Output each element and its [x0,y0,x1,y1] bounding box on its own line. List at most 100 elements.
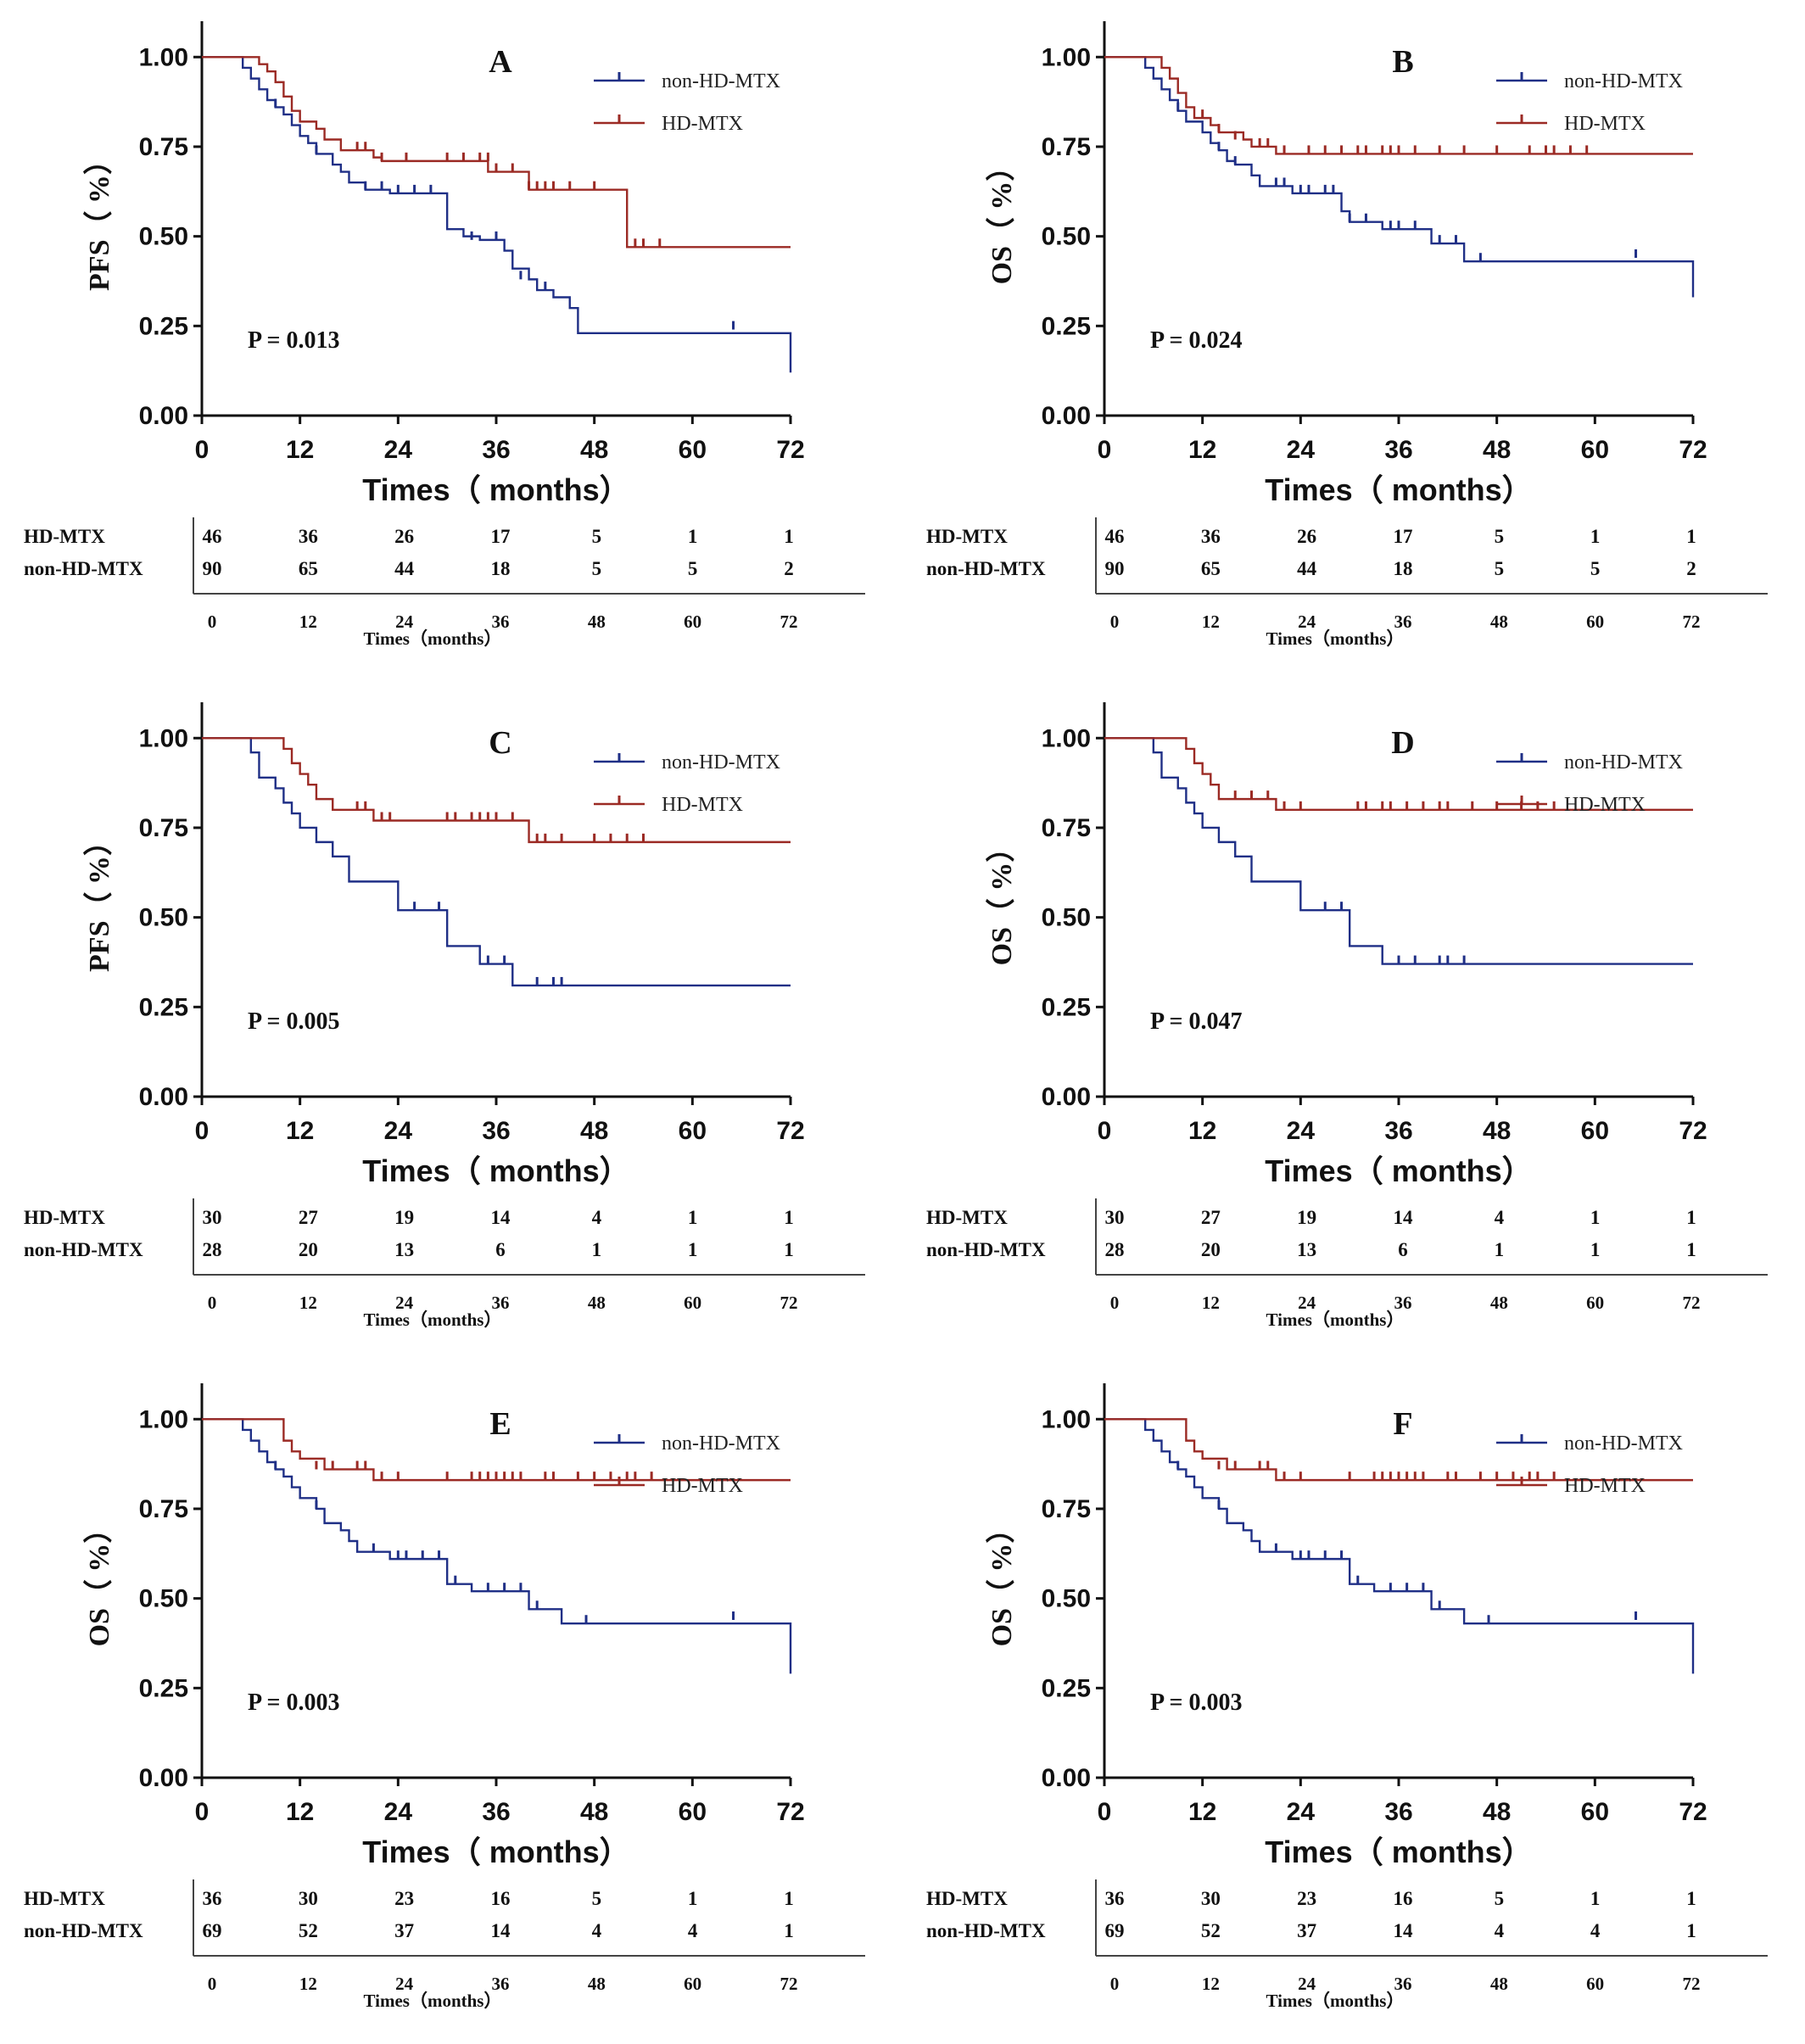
risk-time-label: 12 [299,1974,317,1994]
risk-count: 52 [1201,1920,1221,1941]
risk-count: 23 [394,1888,414,1909]
p-value-label: P = 0.024 [1150,327,1243,354]
y-tick-label: 1.00 [1042,1405,1091,1433]
y-axis-label: PFS（ %） [82,827,115,972]
risk-count: 14 [1394,1207,1414,1228]
x-tick-label: 12 [286,1117,314,1145]
risk-row-label: HD-MTX [24,1207,105,1228]
risk-row-label: HD-MTX [926,1207,1008,1228]
risk-time-label: 48 [1490,1974,1508,1994]
risk-time-label: 12 [1202,612,1220,632]
x-tick-label: 0 [1098,1798,1112,1826]
risk-count: 1 [1686,1920,1696,1941]
y-tick-label: 0.25 [1042,1674,1091,1702]
risk-count: 65 [299,558,318,579]
x-tick-label: 60 [1581,436,1609,464]
series-non-hd-mtx [1104,737,1693,965]
risk-time-label: 36 [492,1974,510,1994]
panel-letter: C [489,725,511,761]
p-value-label: P = 0.013 [248,327,340,354]
y-tick-label: 1.00 [139,1405,188,1433]
x-tick-label: 60 [1581,1798,1609,1826]
risk-count: 5 [1590,558,1601,579]
risk-row-label: non-HD-MTX [926,1920,1046,1941]
risk-count: 1 [1686,1207,1696,1228]
risk-count: 16 [1394,1888,1413,1909]
risk-count: 1 [1495,1239,1505,1260]
risk-count: 28 [203,1239,222,1260]
y-tick-label: 1.00 [139,43,188,71]
risk-count: 23 [1297,1888,1316,1909]
risk-count: 17 [491,526,511,547]
risk-time-label: 0 [208,1974,217,1994]
risk-count: 1 [1590,1207,1601,1228]
y-axis-label: OS（ %） [985,834,1018,966]
risk-count: 90 [203,558,222,579]
x-tick-label: 12 [286,436,314,464]
risk-time-label: 24 [395,612,414,632]
risk-count: 5 [688,558,698,579]
x-tick-label: 72 [776,1798,804,1826]
km-chart-svg: 0.000.250.500.751.000 12 24 36 48 60 72Times（ … [926,702,1768,1330]
x-tick-label: 72 [1679,1798,1707,1826]
km-chart-svg: 0.000.250.500.751.000 12 24 36 48 60 72Times（ … [926,21,1768,649]
panel-letter: B [1392,44,1413,80]
risk-time-label: 24 [1298,1974,1316,1994]
series-non-hd-mtx [202,737,791,987]
panel-letter: D [1391,725,1414,761]
km-panel-f: 0.00 0.25 0.50 0.75 1.00 0 12 24 36 48 60 72 Times（ … [902,1362,1805,2043]
risk-row-label: non-HD-MTX [24,1920,143,1941]
y-tick-label: 0.00 [139,1764,188,1792]
risk-row-label: HD-MTX [926,1888,1008,1909]
risk-count: 30 [1105,1207,1125,1228]
risk-time-label: 72 [780,612,798,632]
p-value-label: P = 0.047 [1150,1008,1243,1035]
risk-count: 18 [491,558,511,579]
km-panel-e: 0.00 0.25 0.50 0.75 1.00 0 12 24 36 48 60 72 Times（ … [0,1362,902,2043]
p-value-label: P = 0.003 [1150,1689,1243,1716]
legend-label: HD-MTX [662,113,743,135]
risk-time-label: 36 [1394,612,1412,632]
risk-time-label: 48 [1490,612,1508,632]
x-axis-label: Times（ months） [1265,1153,1532,1188]
x-axis-label: Times（ months） [362,1835,629,1869]
risk-count: 1 [688,1239,698,1260]
x-tick-label: 24 [1287,436,1316,464]
x-tick-label: 48 [1483,1798,1511,1826]
series-non-hd-mtx [202,1418,792,1674]
y-tick-label: 1.00 [139,724,188,752]
risk-time-label: 72 [1683,612,1701,632]
risk-count: 26 [394,526,414,547]
risk-time-label: 12 [1202,1293,1220,1313]
series-hd-mtx [1104,56,1693,155]
y-tick-label: 0.50 [139,1585,188,1613]
y-tick-label: 0.75 [1042,814,1091,842]
risk-count: 13 [1297,1239,1316,1260]
risk-count: 44 [394,558,415,579]
x-tick-label: 60 [1581,1117,1609,1145]
y-axis-label: OS（ %） [985,1515,1018,1647]
p-value-label: P = 0.005 [248,1008,340,1035]
risk-count: 44 [1297,558,1317,579]
y-tick-label: 0.75 [1042,1495,1091,1523]
risk-count: 27 [1201,1207,1221,1228]
legend-label: non-HD-MTX [1564,751,1683,773]
risk-count: 65 [1201,558,1221,579]
risk-count: 18 [1394,558,1413,579]
y-tick-label: 0.50 [139,223,188,251]
x-tick-label: 12 [286,1798,314,1826]
risk-table-xlabel: Times（months） [1266,628,1405,649]
risk-count: 5 [592,1888,602,1909]
risk-count: 4 [1590,1920,1601,1941]
x-tick-label: 72 [776,1117,804,1145]
risk-count: 5 [1495,526,1505,547]
x-tick-label: 36 [482,436,510,464]
risk-time-label: 48 [588,1974,606,1994]
series-hd-mtx [202,1418,791,1482]
x-tick-label: 60 [679,436,707,464]
series-hd-mtx [1104,737,1693,812]
panel-letter: A [489,44,512,80]
legend-label: HD-MTX [1564,794,1646,816]
x-tick-label: 24 [384,1798,413,1826]
km-chart-svg: 0.000.250.500.751.000 12 24 36 48 60 72Times（ … [24,702,865,1330]
